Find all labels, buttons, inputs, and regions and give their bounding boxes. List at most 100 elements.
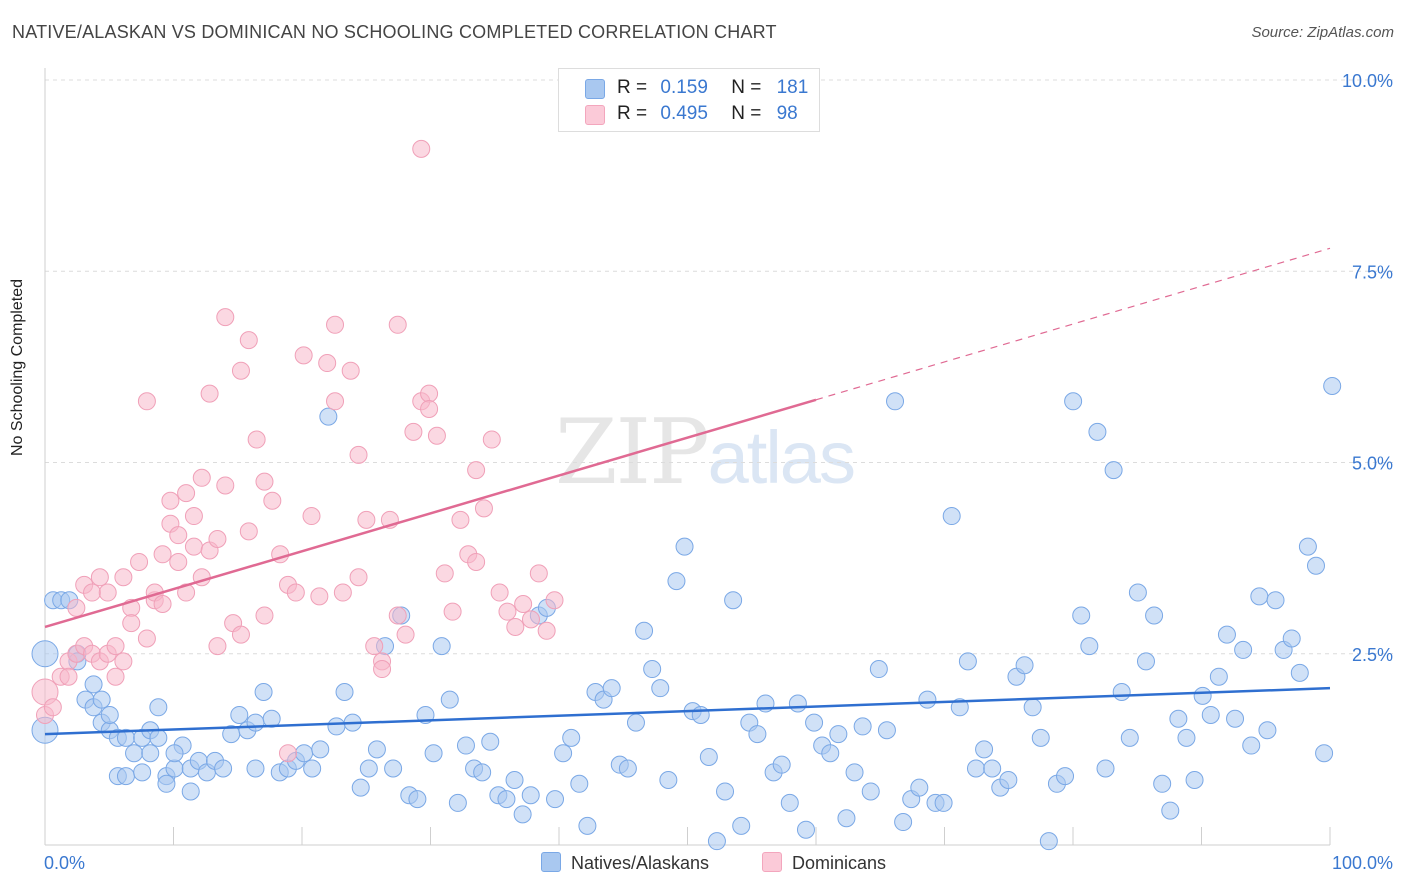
point-dominicans xyxy=(216,476,235,495)
bottom-legend-swatch-dominicans xyxy=(762,852,782,872)
point-natives xyxy=(1015,656,1034,675)
point-dominicans xyxy=(200,384,219,403)
x-tick-label: 100.0% xyxy=(1332,853,1393,873)
point-dominicans xyxy=(177,484,196,503)
point-dominicans xyxy=(43,698,62,717)
point-dominicans xyxy=(231,625,250,644)
point-natives xyxy=(869,660,888,679)
point-dominicans xyxy=(192,468,211,487)
point-dominicans xyxy=(435,564,454,583)
point-natives xyxy=(165,759,184,778)
point-natives xyxy=(1201,705,1220,724)
point-natives xyxy=(910,778,929,797)
point-dominicans xyxy=(286,583,305,602)
point-dominicans xyxy=(169,552,188,571)
point-natives xyxy=(351,778,370,797)
point-natives xyxy=(659,770,678,789)
point-natives xyxy=(1177,728,1196,747)
bottom-legend-label-natives: Natives/Alaskans xyxy=(571,853,710,873)
point-natives xyxy=(149,728,168,747)
y-axis-label: No Schooling Completed xyxy=(9,279,26,456)
point-natives xyxy=(254,683,273,701)
point-dominicans xyxy=(231,361,250,380)
trendline-dominicans-projection xyxy=(815,247,1331,401)
point-dominicans xyxy=(208,530,227,548)
point-dominicans xyxy=(443,602,462,621)
point-natives xyxy=(1104,461,1123,480)
point-natives xyxy=(1072,606,1091,625)
point-natives xyxy=(1169,709,1188,728)
point-natives xyxy=(651,679,670,698)
point-natives xyxy=(31,640,59,668)
point-dominicans xyxy=(137,629,156,648)
point-natives xyxy=(691,705,710,724)
point-dominicans xyxy=(106,667,125,686)
point-natives xyxy=(149,698,168,717)
point-natives xyxy=(246,713,265,732)
point-natives xyxy=(1023,698,1042,717)
point-natives xyxy=(643,660,662,679)
point-dominicans xyxy=(326,315,345,334)
point-dominicans xyxy=(114,568,133,587)
point-dominicans xyxy=(514,595,533,614)
legend-r-value: 0.159 xyxy=(660,77,708,98)
point-natives xyxy=(894,813,913,832)
point-dominicans xyxy=(420,384,439,403)
point-natives xyxy=(1064,392,1083,411)
legend-n-value: 181 xyxy=(776,77,809,98)
point-natives xyxy=(1226,709,1245,728)
legend-n-label: N = xyxy=(731,103,762,124)
point-dominicans xyxy=(216,308,235,327)
point-natives xyxy=(877,721,896,740)
point-natives xyxy=(950,698,969,717)
point-dominicans xyxy=(474,499,493,518)
legend-swatch-natives xyxy=(585,79,605,99)
point-dominicans xyxy=(294,346,313,365)
point-natives xyxy=(966,759,985,778)
bottom-legend-label-dominicans: Dominicans xyxy=(792,853,887,873)
point-dominicans xyxy=(349,568,368,587)
point-dominicans xyxy=(153,545,172,564)
point-natives xyxy=(303,759,322,778)
legend-r-label: R = xyxy=(617,77,648,98)
point-natives xyxy=(707,832,726,851)
point-dominicans xyxy=(106,637,125,656)
point-natives xyxy=(1282,629,1301,648)
point-natives xyxy=(1315,744,1334,763)
point-natives xyxy=(157,774,176,793)
point-natives xyxy=(440,690,459,709)
point-natives xyxy=(934,793,953,812)
point-natives xyxy=(845,763,864,782)
point-natives xyxy=(546,790,565,809)
point-natives xyxy=(1298,537,1317,556)
point-natives xyxy=(886,392,905,411)
point-natives xyxy=(408,790,427,809)
point-natives xyxy=(1323,377,1342,395)
point-natives xyxy=(521,786,540,805)
point-natives xyxy=(1193,686,1212,705)
point-dominicans xyxy=(302,507,321,526)
point-natives xyxy=(602,679,621,698)
point-dominicans xyxy=(90,568,109,587)
point-natives xyxy=(853,717,872,736)
point-natives xyxy=(618,759,637,778)
point-dominicans xyxy=(137,392,156,411)
point-natives xyxy=(311,740,330,759)
point-dominicans xyxy=(255,606,274,625)
point-natives xyxy=(1290,663,1309,682)
point-dominicans xyxy=(357,510,376,529)
legend-n-label: N = xyxy=(731,77,762,98)
point-dominicans xyxy=(365,637,384,656)
source-label: Source: ZipAtlas.com xyxy=(1251,24,1394,41)
point-natives xyxy=(983,759,1002,778)
point-natives xyxy=(1080,637,1099,656)
point-natives xyxy=(133,763,152,782)
point-dominicans xyxy=(208,637,227,656)
point-natives xyxy=(1120,728,1139,747)
point-dominicans xyxy=(239,331,258,350)
point-natives xyxy=(796,820,815,839)
point-natives xyxy=(84,675,103,694)
point-natives xyxy=(456,736,475,755)
point-natives xyxy=(214,759,233,778)
